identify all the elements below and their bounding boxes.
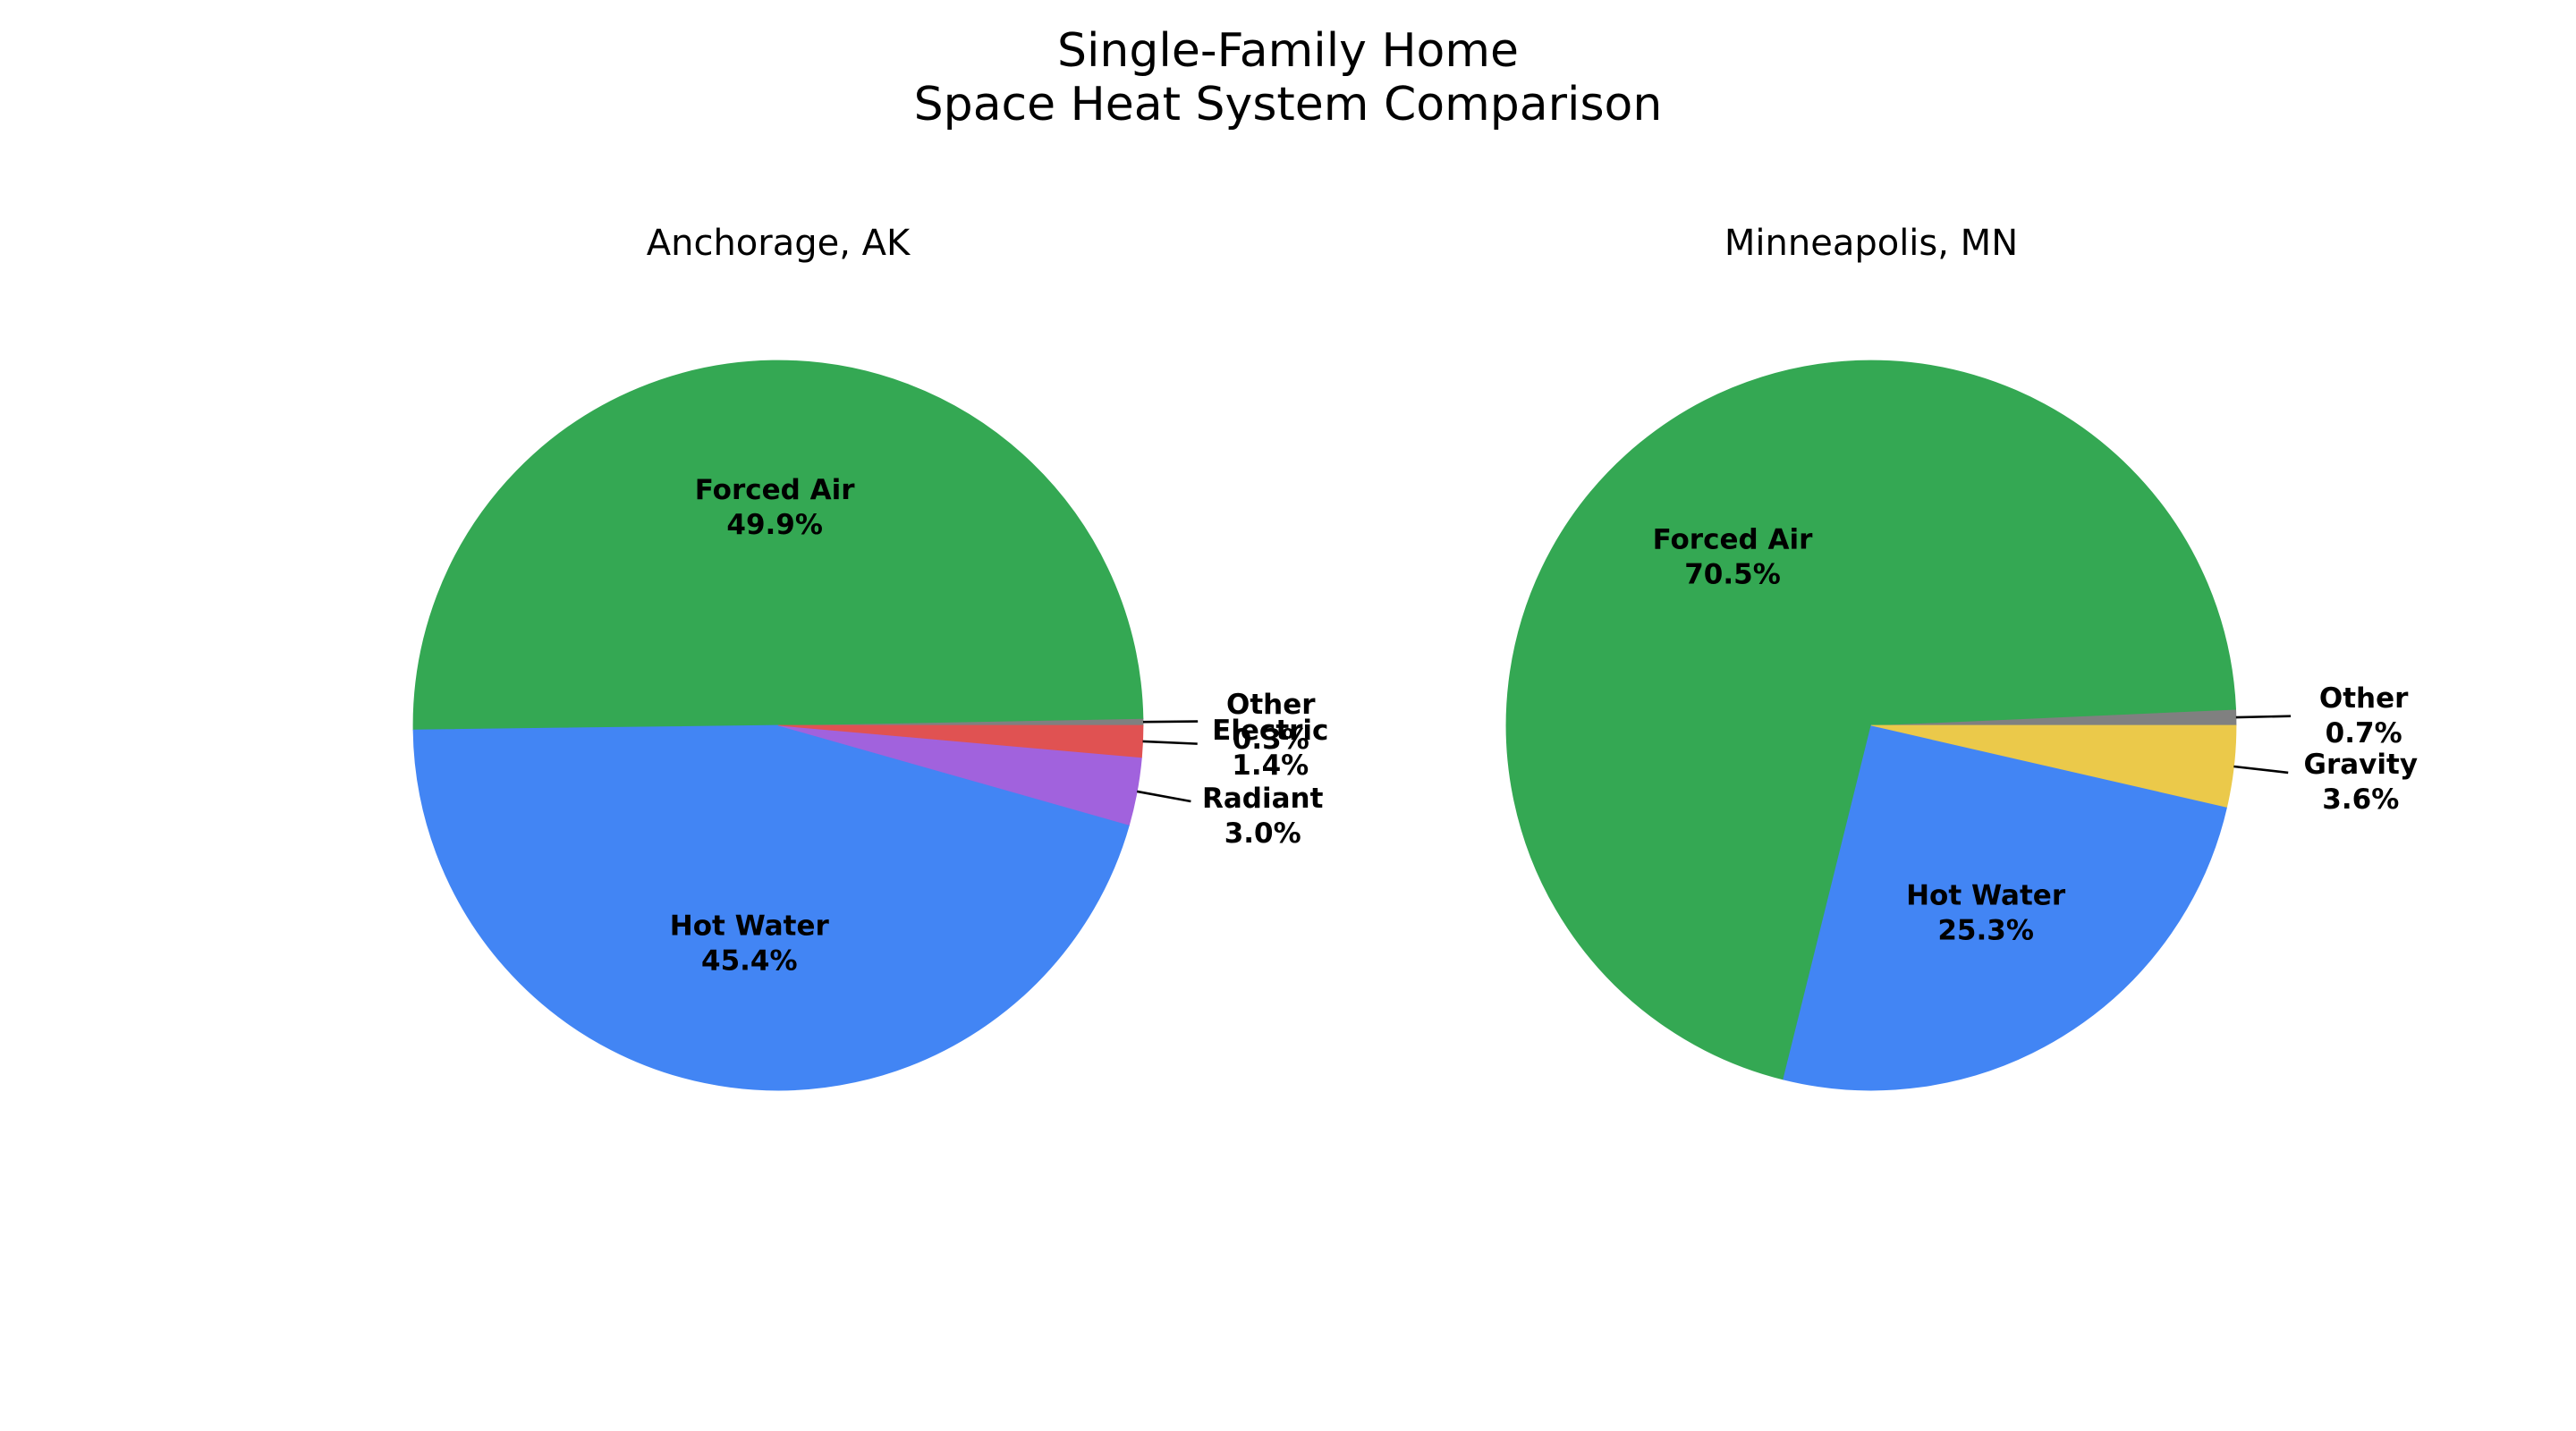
pie-slice-minneapolis-forced-air xyxy=(1505,360,2237,1080)
leader-line-anchorage-radiant xyxy=(1137,790,1191,803)
pie-label-anchorage-forced-air-percent: 49.9% xyxy=(726,509,823,541)
leader-line-minneapolis-other xyxy=(2235,715,2292,719)
pie-label-anchorage-hot-water-name: Hot Water xyxy=(670,910,830,943)
leader-line-anchorage-electric xyxy=(1142,740,1198,745)
pie-label-anchorage-hot-water-percent: 45.4% xyxy=(701,945,798,978)
chart-title-line1: Single-Family Home xyxy=(1057,24,1519,78)
pie-label-minneapolis-other-name: Other xyxy=(2319,682,2409,715)
pie-label-minneapolis-gravity-percent: 3.6% xyxy=(2322,783,2399,816)
pie-label-minneapolis-hot-water-percent: 25.3% xyxy=(1937,915,2034,947)
pie-label-anchorage-radiant-percent: 3.0% xyxy=(1224,817,1301,850)
pie-label-minneapolis-forced-air-name: Forced Air xyxy=(1653,524,1814,556)
pie-slice-anchorage-forced-air xyxy=(412,360,1144,731)
pie-slice-anchorage-hot-water xyxy=(412,724,1131,1091)
pie-label-anchorage-radiant-name: Radiant xyxy=(1202,783,1324,815)
pie-label-anchorage-other-name: Other xyxy=(1226,689,1316,721)
pie-label-anchorage-electric-percent: 1.4% xyxy=(1232,749,1309,782)
pie-label-minneapolis-hot-water-name: Hot Water xyxy=(1906,880,2066,912)
pie-label-minneapolis-forced-air-percent: 70.5% xyxy=(1684,559,1781,591)
leader-line-minneapolis-gravity xyxy=(2233,765,2289,775)
pie-slice-minneapolis-hot-water xyxy=(1783,724,2228,1091)
pie-title-minneapolis: Minneapolis, MN xyxy=(1724,223,2018,264)
pie-label-minneapolis-other-percent: 0.7% xyxy=(2326,717,2402,749)
pie-label-anchorage-other-percent: 0.3% xyxy=(1233,724,1309,756)
chart-title-line2: Space Heat System Comparison xyxy=(914,78,1663,131)
pie-title-anchorage: Anchorage, AK xyxy=(647,223,911,264)
pie-slice-anchorage-electric xyxy=(777,724,1144,758)
pie-label-anchorage-forced-air-name: Forced Air xyxy=(695,474,856,506)
leader-line-anchorage-other xyxy=(1142,720,1199,724)
pie-label-anchorage-electric-name: Electric xyxy=(1212,715,1328,747)
pie-label-minneapolis-gravity-name: Gravity xyxy=(2304,749,2419,781)
